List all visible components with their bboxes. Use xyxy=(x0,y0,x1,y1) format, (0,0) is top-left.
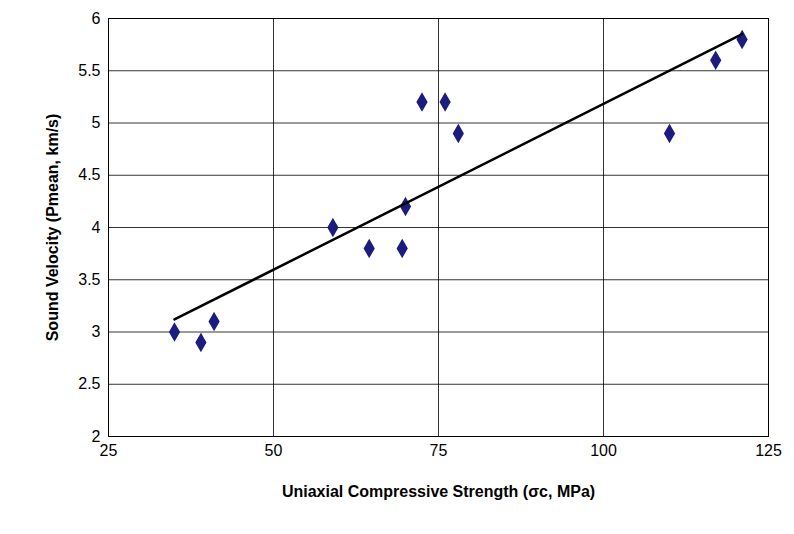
svg-text:75: 75 xyxy=(430,442,448,459)
svg-text:2: 2 xyxy=(91,427,101,445)
svg-text:3: 3 xyxy=(92,323,101,340)
svg-text:4: 4 xyxy=(92,219,101,236)
svg-text:125: 125 xyxy=(755,442,782,459)
svg-text:50: 50 xyxy=(265,442,283,459)
svg-text:100: 100 xyxy=(590,442,617,459)
svg-text:Uniaxial Compressive Strength: Uniaxial Compressive Strength (σc, MPa) xyxy=(282,483,595,500)
svg-text:4.5: 4.5 xyxy=(78,166,100,183)
svg-text:Sound Velocity (Pmean, km/s): Sound Velocity (Pmean, km/s) xyxy=(44,114,61,342)
svg-text:25: 25 xyxy=(100,442,118,459)
svg-text:2.5: 2.5 xyxy=(78,375,100,392)
svg-text:5.5: 5.5 xyxy=(78,62,100,79)
svg-text:3.5: 3.5 xyxy=(78,271,100,288)
svg-text:5: 5 xyxy=(92,114,101,131)
svg-text:6: 6 xyxy=(92,10,101,27)
